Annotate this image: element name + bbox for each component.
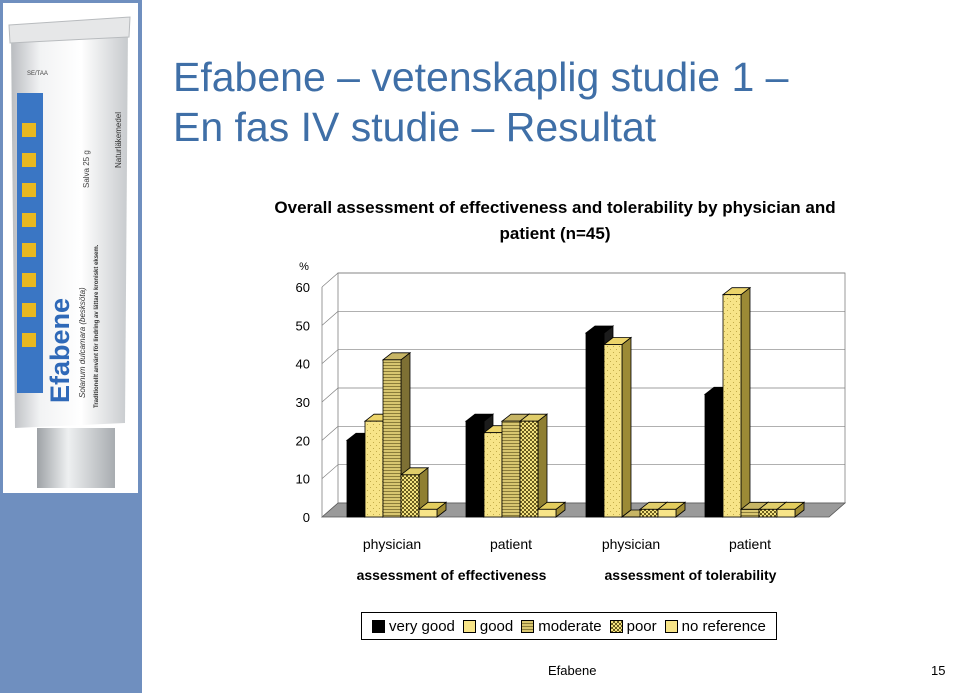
tube-category-text: Naturläkemedel: [114, 112, 123, 168]
gridline: [321, 425, 845, 441]
slide-title-line-2: En fas IV studie – Resultat: [173, 104, 657, 150]
slide-title-line-1: Efabene – vetenskaplig studie 1 –: [173, 54, 789, 100]
y-tick-label: 50: [296, 318, 310, 333]
legend-label-moderate: moderate: [538, 617, 602, 635]
legend-item-poor: poor: [609, 617, 657, 635]
y-tick-label: 0: [303, 510, 310, 525]
tube-brand-text: Efabene: [45, 298, 75, 403]
y-tick-label: 10: [296, 472, 310, 487]
x-category-label: patient: [490, 536, 532, 552]
legend-swatch-moderate: [521, 619, 535, 633]
chart-title-line-1: Overall assessment of effectiveness and …: [274, 198, 836, 217]
y-tick-label: 40: [296, 357, 310, 372]
x-category-label: physician: [363, 536, 421, 552]
legend-swatch-no-reference: [664, 619, 678, 633]
y-tick-label: 20: [296, 433, 310, 448]
sidebar-panel: Efabene Solanum dulcamara (besksöta) Tra…: [0, 0, 142, 693]
x-group-label: assessment of effectiveness: [357, 567, 547, 583]
footer-text: Efabene: [548, 663, 597, 678]
legend-label-no-reference: no reference: [681, 617, 766, 635]
gridline: [321, 464, 845, 479]
bar-good-3: [602, 336, 633, 518]
tube-weight-text: Salva 25 g: [82, 150, 91, 188]
legend-swatch-poor: [609, 619, 623, 633]
bar-good-4: [721, 286, 752, 518]
gridline: [321, 349, 845, 364]
bar-no-reference-4: [775, 501, 806, 518]
y-tick-label: 30: [296, 395, 310, 410]
legend-label-good: good: [479, 617, 514, 635]
legend-label-very-good: very good: [389, 617, 455, 635]
gridline: [321, 310, 845, 326]
bar-no-reference-1: [417, 501, 448, 518]
x-category-label: patient: [729, 536, 771, 552]
tube-usage-text: Traditionellt använt för lindring av lät…: [94, 244, 100, 408]
bar-chart: 0 10 20 30 40 50 60% physician patient physician p…: [296, 261, 847, 583]
legend-item-good: good: [462, 617, 514, 635]
gridline: [321, 387, 845, 403]
chart-title: Overall assessment of effectiveness and …: [255, 195, 855, 247]
slide-title: Efabene – vetenskaplig studie 1 – En fas…: [173, 52, 788, 152]
legend-label-poor: poor: [626, 617, 657, 635]
y-tick-label: 60: [296, 280, 310, 295]
chart-title-line-2: patient (n=45): [499, 224, 611, 243]
chart-legend: very good good moderate poor no referenc…: [361, 612, 777, 640]
legend-swatch-good: [462, 619, 476, 633]
gridline: [321, 272, 845, 288]
y-axis-label: %: [299, 261, 309, 273]
tube-subtitle-text: Solanum dulcamara (besksöta): [78, 287, 87, 398]
x-group-label: assessment of tolerability: [605, 567, 777, 583]
legend-item-very-good: very good: [372, 618, 455, 635]
x-category-label: physician: [602, 536, 660, 552]
product-tube-image: Efabene Solanum dulcamara (besksöta) Tra…: [3, 3, 138, 493]
legend-item-moderate: moderate: [521, 617, 602, 635]
tube-tag-text: SE/TAA: [27, 71, 48, 77]
legend-item-no-reference: no reference: [664, 617, 766, 635]
legend-swatch-very-good: [372, 619, 385, 633]
bar-poor-2: [518, 413, 549, 518]
page-number: 15: [931, 663, 946, 678]
bar-no-reference-2: [536, 501, 567, 518]
bar-no-reference-3: [656, 501, 687, 518]
